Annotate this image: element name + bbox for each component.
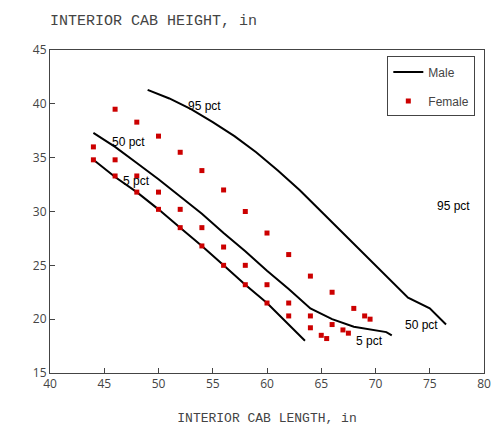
svg-text:65: 65 (314, 375, 328, 392)
svg-text:95 pct: 95 pct (437, 199, 470, 213)
svg-text:95 pct: 95 pct (188, 99, 221, 113)
svg-text:75: 75 (423, 375, 437, 392)
svg-text:Male: Male (428, 66, 454, 80)
svg-text:55: 55 (206, 375, 220, 392)
svg-text:20: 20 (33, 310, 47, 327)
svg-text:25: 25 (33, 257, 47, 274)
svg-text:35: 35 (33, 149, 47, 166)
svg-text:40: 40 (33, 95, 47, 112)
svg-text:INTERIOR CAB LENGTH, in: INTERIOR CAB LENGTH, in (177, 411, 356, 426)
svg-text:15: 15 (33, 364, 47, 381)
svg-text:40: 40 (43, 375, 57, 392)
svg-text:50: 50 (152, 375, 166, 392)
svg-text:30: 30 (33, 203, 47, 220)
svg-text:Female: Female (428, 95, 468, 109)
svg-text:70: 70 (369, 375, 383, 392)
svg-text:60: 60 (260, 375, 274, 392)
svg-text:80: 80 (477, 375, 491, 392)
svg-text:INTERIOR CAB HEIGHT, in: INTERIOR CAB HEIGHT, in (50, 13, 257, 30)
svg-text:5 pct: 5 pct (123, 174, 150, 188)
svg-text:50 pct: 50 pct (405, 318, 438, 332)
svg-text:45: 45 (97, 375, 111, 392)
svg-text:45: 45 (33, 41, 47, 58)
svg-text:50 pct: 50 pct (112, 135, 145, 149)
svg-text:5 pct: 5 pct (356, 334, 383, 348)
